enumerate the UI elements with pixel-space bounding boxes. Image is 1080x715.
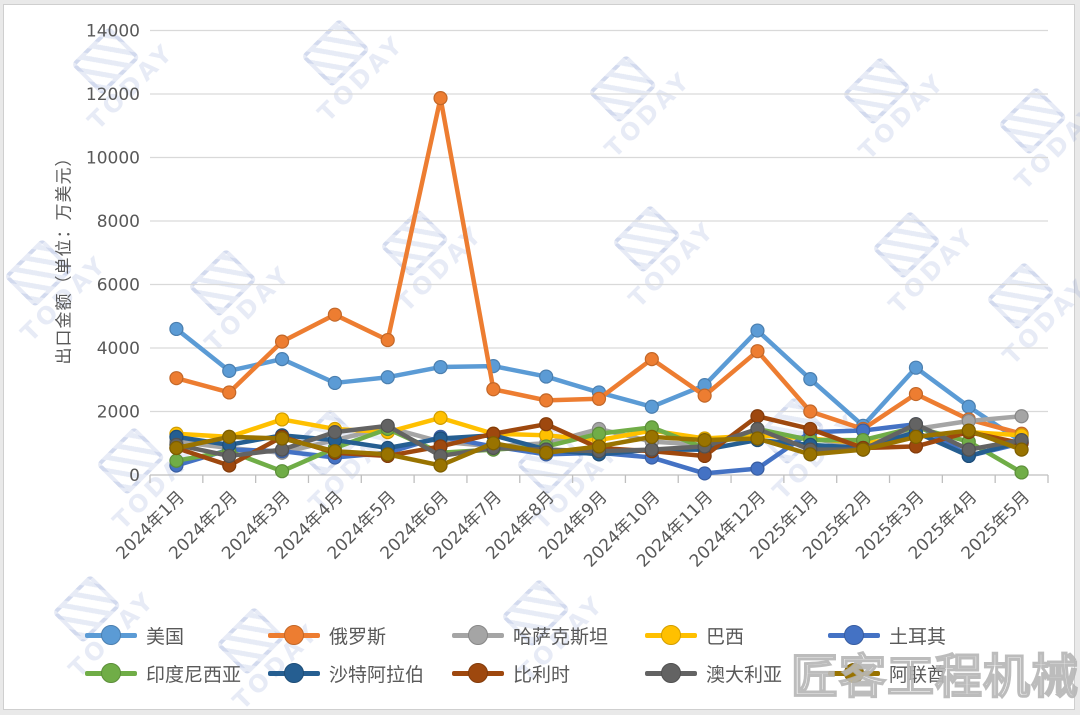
x-axis-ticks bbox=[149, 475, 1049, 483]
series-uae bbox=[169, 423, 1029, 473]
y-axis-tick-labels: 0 2000 4000 6000 8000 10000 12000 14000 bbox=[86, 22, 140, 487]
data-point-uae bbox=[433, 458, 448, 473]
data-point-russia bbox=[327, 307, 342, 322]
data-point-uae bbox=[486, 436, 501, 451]
data-point-australia bbox=[222, 448, 237, 464]
data-point-uae bbox=[222, 429, 237, 444]
data-point-kazakhstan bbox=[1014, 409, 1029, 424]
y-tick-label: 8000 bbox=[97, 212, 140, 232]
y-tick-label: 4000 bbox=[97, 339, 140, 359]
data-point-usa bbox=[222, 363, 237, 378]
data-point-russia bbox=[750, 344, 765, 359]
data-point-indonesia bbox=[169, 453, 184, 468]
data-point-turkey bbox=[750, 461, 765, 476]
data-point-usa bbox=[169, 321, 184, 337]
data-point-turkey bbox=[697, 466, 712, 481]
data-point-uae bbox=[380, 447, 395, 462]
data-point-indonesia bbox=[591, 426, 607, 441]
data-point-brazil bbox=[433, 410, 448, 425]
data-point-uae bbox=[908, 429, 924, 444]
export-line-chart: 0 2000 4000 6000 8000 10000 12000 14000 2024年1月2… bbox=[86, 22, 1049, 571]
data-point-russia bbox=[274, 334, 290, 349]
data-point-uae bbox=[803, 447, 818, 462]
data-point-russia bbox=[169, 371, 184, 386]
data-point-usa bbox=[803, 372, 818, 387]
data-point-uae bbox=[961, 423, 976, 438]
data-point-uae bbox=[1014, 442, 1029, 457]
y-tick-label: 6000 bbox=[97, 276, 140, 296]
data-point-usa bbox=[644, 399, 659, 414]
data-point-usa bbox=[380, 370, 395, 385]
data-point-uae bbox=[697, 432, 712, 448]
data-point-australia bbox=[644, 442, 659, 457]
data-point-australia bbox=[961, 442, 976, 457]
y-tick-label: 0 bbox=[129, 466, 140, 486]
data-point-russia bbox=[803, 404, 818, 419]
data-point-usa bbox=[327, 375, 342, 391]
data-point-usa bbox=[433, 359, 448, 375]
data-point-uae bbox=[169, 440, 184, 456]
data-point-uae bbox=[856, 442, 871, 457]
data-point-uae bbox=[750, 431, 765, 446]
data-point-usa bbox=[750, 323, 765, 338]
data-point-australia bbox=[908, 417, 924, 432]
data-point-usa bbox=[961, 399, 976, 414]
data-point-indonesia bbox=[1014, 465, 1029, 480]
data-point-russia bbox=[486, 382, 501, 397]
data-point-uae bbox=[327, 444, 342, 459]
data-point-uae bbox=[591, 439, 607, 454]
data-point-uae bbox=[274, 431, 290, 446]
gridlines bbox=[150, 29, 1048, 476]
data-point-uae bbox=[539, 445, 554, 460]
data-point-uae bbox=[644, 429, 659, 444]
data-point-russia bbox=[908, 386, 924, 402]
y-tick-label: 2000 bbox=[97, 403, 140, 423]
data-point-belgium bbox=[803, 421, 818, 437]
data-point-usa bbox=[908, 360, 924, 375]
data-point-belgium bbox=[750, 409, 765, 424]
data-point-indonesia bbox=[274, 464, 290, 479]
data-point-russia bbox=[591, 391, 607, 406]
data-point-usa bbox=[539, 369, 554, 384]
x-axis-tick-labels: 2024年1月2024年2月2024年3月2024年4月2024年5月2024年… bbox=[113, 487, 1035, 571]
data-point-russia bbox=[644, 352, 659, 367]
y-tick-label: 10000 bbox=[86, 149, 140, 169]
data-point-russia bbox=[433, 91, 448, 106]
data-point-australia bbox=[380, 418, 395, 433]
data-point-russia bbox=[539, 393, 554, 408]
data-point-russia bbox=[222, 385, 237, 400]
series-russia bbox=[169, 91, 1029, 441]
data-point-russia bbox=[697, 388, 712, 403]
data-point-russia bbox=[380, 332, 395, 348]
series-line-russia bbox=[174, 95, 1024, 436]
data-point-usa bbox=[274, 352, 290, 367]
data-point-belgium bbox=[539, 417, 554, 432]
y-tick-label: 14000 bbox=[86, 22, 140, 42]
data-point-brazil bbox=[274, 412, 290, 427]
y-tick-label: 12000 bbox=[86, 85, 140, 105]
chart-card bbox=[3, 4, 1075, 710]
data-point-australia bbox=[327, 425, 342, 440]
